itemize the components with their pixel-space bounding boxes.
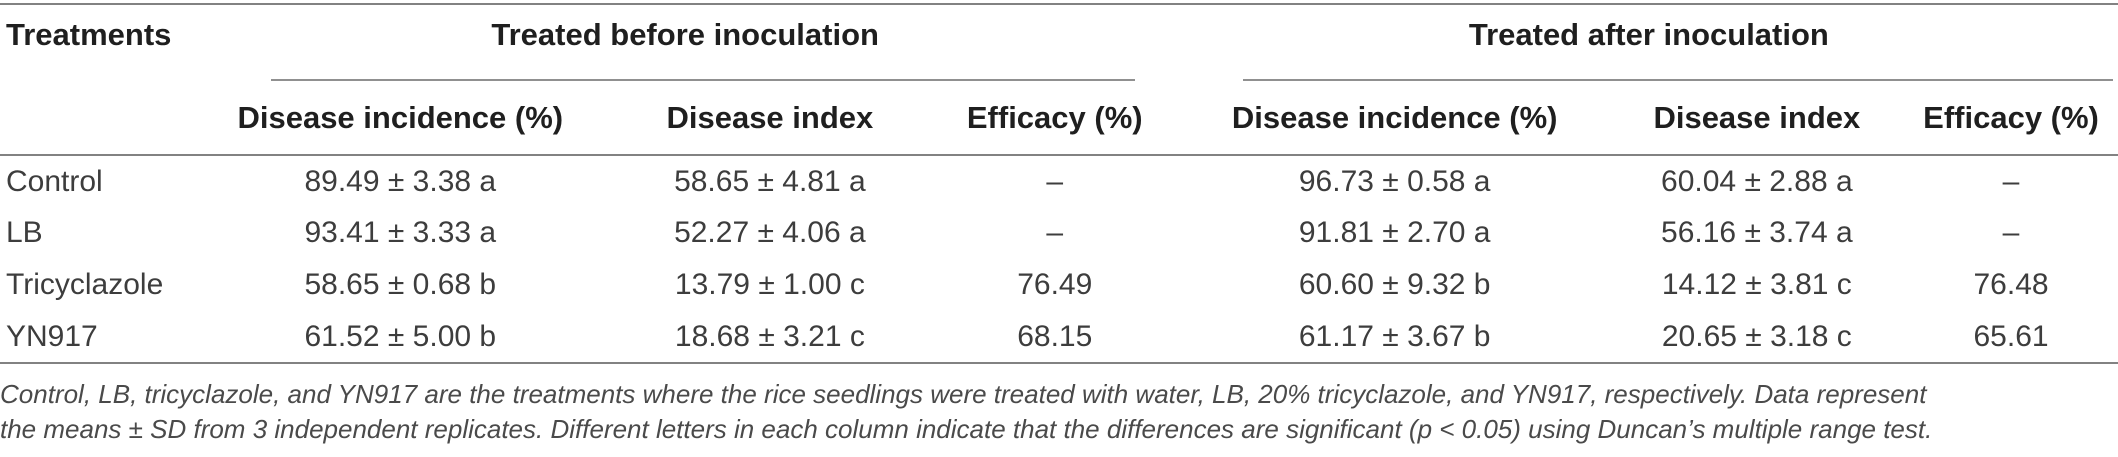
treatments-column-header: Treatments bbox=[6, 17, 172, 52]
column-header-disease-index-after: Disease index bbox=[1609, 81, 1905, 156]
value-cell: 18.68 ± 3.21 c bbox=[609, 311, 930, 364]
value-cell: 58.65 ± 0.68 b bbox=[304, 268, 497, 301]
table-footnote: Control, LB, tricyclazole, and YN917 are… bbox=[0, 377, 2118, 447]
value-cell: 65.61 bbox=[1904, 311, 2118, 364]
group-underline-before bbox=[270, 79, 1135, 81]
group-label-after: Treated after inoculation bbox=[1468, 17, 1829, 52]
value-cell: – bbox=[1046, 164, 1064, 198]
group-header-before: Treated before inoculation bbox=[191, 4, 1180, 81]
footnote-line-1: Control, LB, tricyclazole, and YN917 are… bbox=[0, 379, 1927, 409]
value-cell: 56.16 ± 3.74 a bbox=[1661, 216, 1853, 249]
column-header-efficacy-before: Efficacy (%) bbox=[929, 81, 1180, 156]
treatment-name-cell: Control bbox=[6, 164, 103, 198]
table-row-tricyclazole: Tricyclazole 58.65 ± 0.68 b 13.79 ± 1.00… bbox=[0, 259, 2118, 311]
value-cell: – bbox=[2002, 216, 2020, 249]
column-header-disease-incidence-after: Disease incidence (%) bbox=[1179, 81, 1610, 156]
value-cell: 96.73 ± 0.58 a bbox=[1298, 164, 1491, 198]
value-cell: 13.79 ± 1.00 c bbox=[674, 268, 865, 301]
group-header-row: Treatments Treated before inoculation Tr… bbox=[0, 4, 2118, 81]
treatment-name-cell: Tricyclazole bbox=[6, 268, 164, 301]
value-cell: 68.15 bbox=[929, 311, 1180, 364]
value-cell: 60.04 ± 2.88 a bbox=[1661, 164, 1853, 198]
treatment-name-cell: YN917 bbox=[0, 311, 191, 364]
column-header-efficacy-after: Efficacy (%) bbox=[1904, 81, 2118, 156]
value-cell: 61.52 ± 5.00 b bbox=[190, 311, 610, 364]
value-cell: 60.60 ± 9.32 b bbox=[1298, 268, 1491, 301]
table-row-yn917: YN917 61.52 ± 5.00 b 18.68 ± 3.21 c 68.1… bbox=[0, 311, 2118, 364]
value-cell: 14.12 ± 3.81 c bbox=[1661, 268, 1852, 301]
value-cell: 58.65 ± 4.81 a bbox=[674, 164, 866, 198]
results-table: Treatments Treated before inoculation Tr… bbox=[0, 3, 2118, 364]
value-cell: – bbox=[2002, 164, 2020, 198]
value-cell: 89.49 ± 3.38 a bbox=[304, 164, 497, 198]
table-row-lb: LB 93.41 ± 3.33 a 52.27 ± 4.06 a – 91.81… bbox=[0, 207, 2118, 259]
column-header-row: Disease incidence (%) Disease index Effi… bbox=[0, 81, 2118, 156]
value-cell: – bbox=[1046, 216, 1064, 249]
column-header-disease-index-before: Disease index bbox=[609, 81, 930, 156]
table-row-control: Control 89.49 ± 3.38 a 58.65 ± 4.81 a – … bbox=[0, 155, 2118, 207]
paper-table-figure: Treatments Treated before inoculation Tr… bbox=[0, 3, 2118, 447]
value-cell: 76.48 bbox=[1973, 268, 2049, 301]
value-cell: 61.17 ± 3.67 b bbox=[1179, 311, 1610, 364]
value-cell: 91.81 ± 2.70 a bbox=[1298, 216, 1491, 249]
value-cell: 52.27 ± 4.06 a bbox=[674, 216, 866, 249]
group-underline-after bbox=[1242, 79, 2113, 81]
group-header-after: Treated after inoculation bbox=[1180, 4, 2118, 81]
column-header-empty bbox=[0, 81, 191, 156]
column-header-disease-incidence-before: Disease incidence (%) bbox=[190, 81, 610, 156]
value-cell: 76.49 bbox=[1017, 268, 1093, 301]
value-cell: 93.41 ± 3.33 a bbox=[304, 216, 497, 249]
group-label-before: Treated before inoculation bbox=[491, 17, 879, 52]
footnote-line-2: the means ± SD from 3 independent replic… bbox=[0, 414, 1933, 444]
treatment-name-cell: LB bbox=[6, 216, 43, 249]
value-cell: 20.65 ± 3.18 c bbox=[1609, 311, 1905, 364]
